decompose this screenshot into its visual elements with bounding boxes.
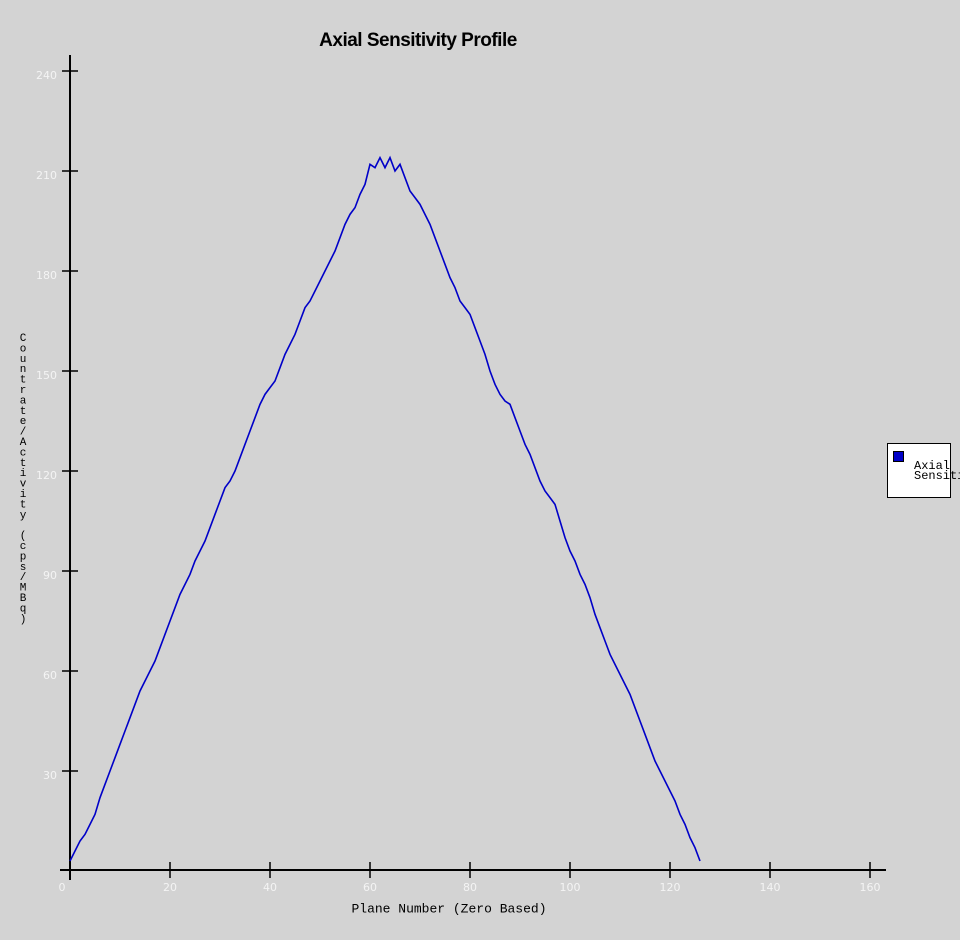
chart-title: Axial Sensitivity Profile	[319, 30, 517, 51]
y-tick-label: 240	[36, 69, 57, 82]
y-tick-label: 60	[43, 669, 57, 682]
x-axis-label: Plane Number (Zero Based)	[351, 901, 546, 916]
x-tick-label: 80	[463, 881, 477, 894]
x-tick-label: 140	[760, 881, 781, 894]
x-tick-label: 0	[59, 881, 66, 894]
y-tick-label: 90	[43, 569, 57, 582]
y-tick-label: 180	[36, 269, 57, 282]
y-tick-label: 210	[36, 169, 57, 182]
x-tick-label: 60	[363, 881, 377, 894]
x-tick-label: 120	[660, 881, 681, 894]
y-tick-label: 30	[43, 769, 57, 782]
data-line	[69, 155, 701, 862]
legend: Axial Sensitivity	[887, 443, 960, 498]
x-tick-label: 100	[560, 881, 581, 894]
legend-label: Axial Sensitivity	[914, 459, 960, 483]
legend-swatch	[893, 451, 904, 462]
y-tick-label: 150	[36, 369, 57, 382]
y-tick-label: 120	[36, 469, 57, 482]
x-tick-label: 40	[263, 881, 277, 894]
x-tick-label: 20	[163, 881, 177, 894]
x-tick-label: 160	[860, 881, 881, 894]
y-axis-label: Countrate/Activity (cps/MBq)	[17, 333, 29, 625]
